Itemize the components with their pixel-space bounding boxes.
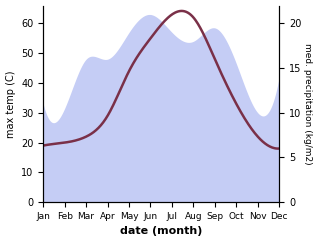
- X-axis label: date (month): date (month): [120, 227, 203, 236]
- Y-axis label: max temp (C): max temp (C): [5, 70, 16, 138]
- Y-axis label: med. precipitation (kg/m2): med. precipitation (kg/m2): [303, 43, 313, 165]
